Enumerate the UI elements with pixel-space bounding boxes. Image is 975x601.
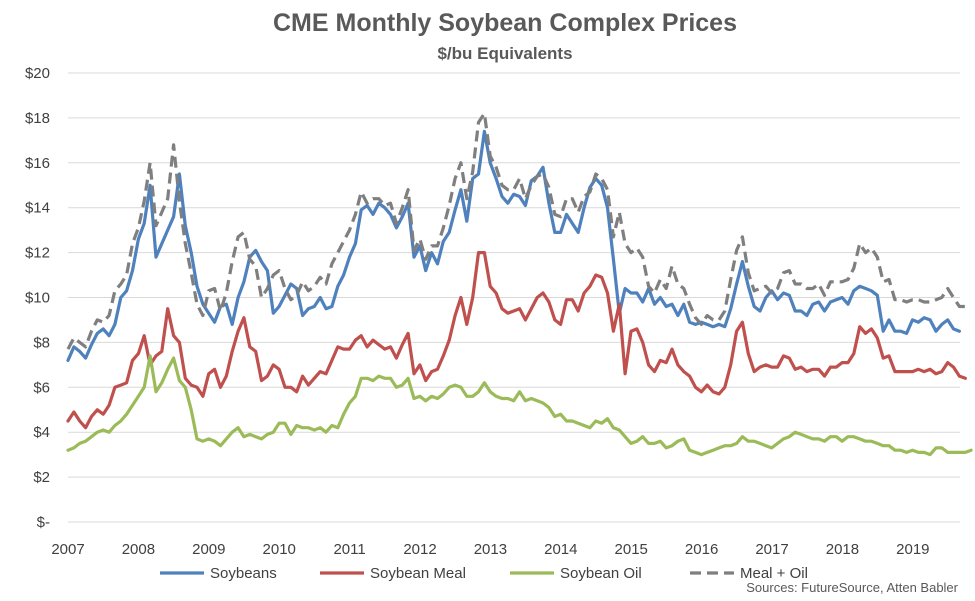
x-tick-label: 2019 bbox=[896, 541, 929, 558]
y-tick-label: $4 bbox=[33, 424, 50, 441]
x-tick-label: 2013 bbox=[474, 541, 507, 558]
x-tick-label: 2011 bbox=[333, 541, 365, 558]
x-axis-ticks: 2007 2008 2009 2010 2011 2012 2013 2014 2015 2016… bbox=[51, 541, 929, 558]
y-tick-label: $6 bbox=[33, 379, 50, 396]
x-tick-label: 2009 bbox=[192, 541, 225, 558]
gridlines bbox=[68, 72, 960, 523]
x-tick-label: 2007 bbox=[51, 541, 84, 558]
chart-title: CME Monthly Soybean Complex Prices bbox=[273, 9, 737, 37]
series-line-soybean-meal bbox=[66, 251, 967, 430]
y-tick-label: $18 bbox=[25, 110, 50, 127]
series-line-soybean-oil bbox=[66, 354, 973, 457]
x-tick-label: 2008 bbox=[122, 541, 155, 558]
y-tick-label: $14 bbox=[25, 200, 50, 217]
legend: Soybeans Soybean Meal Soybean Oil Meal + Oi… bbox=[160, 565, 808, 582]
legend-label: Soybeans bbox=[210, 565, 277, 582]
y-tick-label: $8 bbox=[33, 334, 50, 351]
source-note: Sources: FutureSource, Atten Babler bbox=[746, 580, 958, 595]
x-tick-label: 2017 bbox=[755, 541, 788, 558]
x-tick-label: 2012 bbox=[403, 541, 436, 558]
x-tick-label: 2014 bbox=[544, 541, 577, 558]
x-tick-label: 2016 bbox=[685, 541, 718, 558]
y-tick-label: $12 bbox=[25, 245, 50, 262]
y-tick-label: $16 bbox=[25, 155, 50, 172]
series-lines bbox=[66, 111, 973, 457]
series-line-soybeans bbox=[66, 129, 962, 362]
y-tick-label: $20 bbox=[25, 65, 50, 82]
legend-label: Soybean Oil bbox=[560, 565, 642, 582]
x-tick-label: 2015 bbox=[615, 541, 648, 558]
y-axis-ticks: $- $2 $4 $6 $8 $10 $12 $14 $16 $18 $20 bbox=[25, 65, 50, 531]
legend-label: Meal + Oil bbox=[740, 565, 808, 582]
y-tick-label: $10 bbox=[25, 290, 50, 307]
y-tick-label: $- bbox=[37, 514, 50, 531]
x-tick-label: 2018 bbox=[826, 541, 859, 558]
chart-subtitle: $/bu Equivalents bbox=[437, 44, 572, 63]
legend-label: Soybean Meal bbox=[370, 565, 466, 582]
y-tick-label: $2 bbox=[33, 469, 50, 486]
x-tick-label: 2010 bbox=[263, 541, 296, 558]
series-line-meal-oil bbox=[66, 111, 966, 350]
